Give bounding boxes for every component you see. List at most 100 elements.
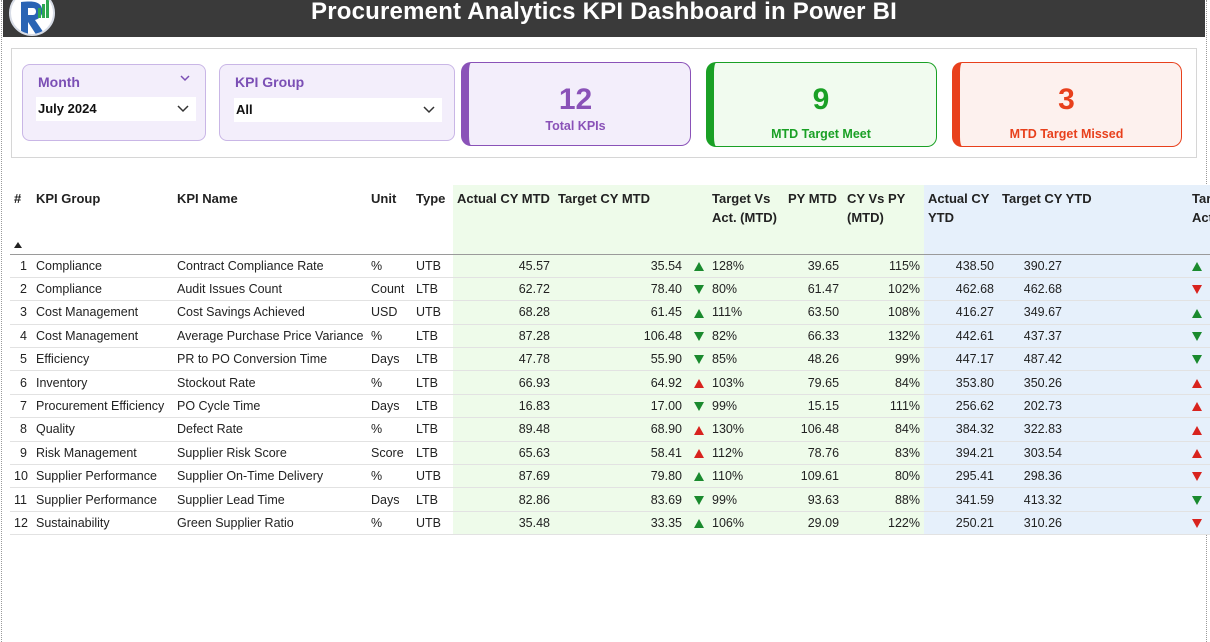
kpi-name-cell: Supplier Risk Score — [173, 441, 367, 466]
column-header-kpi-group[interactable]: KPI Group — [32, 185, 173, 255]
table-row[interactable]: 7 Procurement Efficiency PO Cycle Time Days… — [10, 394, 1210, 419]
total-kpis-label: Total KPIs — [545, 119, 606, 133]
kpi-name-cell: Supplier Lead Time — [173, 487, 367, 512]
table-row[interactable]: 4 Cost Management Average Purchase Price V… — [10, 324, 1210, 349]
kpi-group-slicer[interactable]: KPI Group All — [219, 64, 455, 141]
mtd-status-icon — [686, 370, 709, 395]
kpi-group-cell: Quality — [32, 417, 173, 442]
ytd-spacer — [1066, 417, 1189, 442]
chevron-down-icon[interactable] — [176, 102, 190, 116]
kpi-group-cell: Supplier Performance — [32, 464, 173, 489]
target-vs-act-ytd-cell: 127% — [1206, 394, 1210, 419]
target-cy-mtd-cell: 68.90 — [554, 417, 686, 442]
table-row[interactable]: 12 Sustainability Green Supplier Ratio% UTB… — [10, 511, 1210, 536]
ytd-spacer — [1066, 464, 1189, 489]
kpi-group-cell: Risk Management — [32, 441, 173, 466]
month-slicer-label: Month — [38, 74, 80, 90]
sort-ascending-icon[interactable] — [14, 241, 22, 248]
ytd-spacer — [1066, 324, 1189, 349]
month-value: July 2024 — [38, 101, 97, 116]
type-cell: UTB — [412, 300, 453, 325]
table-row[interactable]: 10 Supplier Performance Supplier On-Time D… — [10, 464, 1210, 489]
column-header-actual-cy-ytd[interactable]: Actual CY YTD — [924, 185, 999, 255]
ytd-spacer — [1066, 394, 1189, 419]
target-vs-act-mtd-cell: 82% — [708, 324, 785, 349]
triangle-down-green-icon — [694, 355, 705, 365]
table-row[interactable]: 2 Compliance Audit Issues Count Count LTB 62.… — [10, 277, 1210, 302]
kpi-name-cell: Cost Savings Achieved — [173, 300, 367, 325]
kpi-group-dropdown[interactable]: All — [234, 98, 442, 122]
chevron-down-icon[interactable] — [422, 103, 436, 117]
unit-cell: Days — [367, 394, 412, 419]
target-vs-act-ytd-cell: 100% — [1206, 277, 1210, 302]
target-cy-mtd-cell: 17.00 — [554, 394, 686, 419]
py-mtd-cell: 78.76 — [784, 441, 844, 466]
table-row[interactable]: 6 Inventory Stockout Rate% LTB 66.93 64.92 103… — [10, 370, 1210, 395]
column-header-unit[interactable]: Unit — [367, 185, 412, 255]
ytd-status-icon — [1188, 441, 1207, 466]
type-cell: LTB — [412, 370, 453, 395]
row-index: 1 — [10, 254, 32, 278]
column-header-target-vs-act-ytd[interactable]: Target Vs Act. (YTD) — [1188, 185, 1210, 255]
triangle-up-red-icon — [694, 378, 705, 388]
column-header-cy-vs-py-mtd[interactable]: CY Vs PY (MTD) — [843, 185, 925, 255]
target-cy-ytd-cell: 462.68 — [998, 277, 1067, 302]
table-row[interactable]: 11 Supplier Performance Supplier Lead Time… — [10, 487, 1210, 512]
target-vs-act-ytd-cell: 101% — [1206, 370, 1210, 395]
type-cell: LTB — [412, 417, 453, 442]
column-header-target-vs-act-mtd[interactable]: Target Vs Act. (MTD) — [708, 185, 785, 255]
column-header-target-cy-ytd[interactable]: Target CY YTD — [998, 185, 1189, 255]
collapse-chevron-icon[interactable] — [180, 73, 190, 83]
actual-cy-ytd-cell: 295.41 — [924, 464, 999, 489]
unit-cell: Days — [367, 487, 412, 512]
table-row[interactable]: 8 Quality Defect Rate% LTB 89.48 68.90 130% 106… — [10, 417, 1210, 442]
actual-cy-mtd-cell: 16.83 — [453, 394, 554, 419]
ytd-spacer — [1066, 300, 1189, 325]
actual-cy-ytd-cell: 341.59 — [924, 487, 999, 512]
kpi-group-cell: Cost Management — [32, 324, 173, 349]
table-row[interactable]: 1 Compliance Contract Compliance Rate% UTB 4… — [10, 254, 1210, 278]
py-mtd-cell: 109.61 — [784, 464, 844, 489]
type-cell: LTB — [412, 347, 453, 372]
actual-cy-mtd-cell: 35.48 — [453, 511, 554, 536]
table-row[interactable]: 5 Efficiency PR to PO Conversion Time Days L… — [10, 347, 1210, 372]
kpi-name-cell: Defect Rate — [173, 417, 367, 442]
target-vs-act-mtd-cell: 103% — [708, 370, 785, 395]
target-cy-ytd-cell: 437.37 — [998, 324, 1067, 349]
column-header-index[interactable]: # — [10, 185, 32, 255]
column-header-target-cy-mtd[interactable]: Target CY MTD — [554, 185, 709, 255]
unit-cell: USD — [367, 300, 412, 325]
triangle-up-red-icon — [1192, 425, 1203, 435]
column-header-py-mtd[interactable]: PY MTD — [784, 185, 844, 255]
kpi-name-cell: Contract Compliance Rate — [173, 254, 367, 278]
cy-vs-py-mtd-cell: 84% — [843, 417, 925, 442]
month-slicer[interactable]: Month July 2024 — [22, 64, 206, 141]
target-cy-mtd-cell: 33.35 — [554, 511, 686, 536]
column-header-kpi-name[interactable]: KPI Name — [173, 185, 367, 255]
triangle-up-red-icon — [694, 449, 705, 459]
target-vs-act-mtd-cell: 111% — [708, 300, 785, 325]
type-cell: LTB — [412, 277, 453, 302]
triangle-down-red-icon — [1192, 519, 1203, 529]
month-dropdown[interactable]: July 2024 — [36, 97, 196, 121]
actual-cy-ytd-cell: 462.68 — [924, 277, 999, 302]
row-index: 9 — [10, 441, 32, 466]
ytd-status-icon — [1188, 300, 1207, 325]
target-cy-ytd-cell: 390.27 — [998, 254, 1067, 278]
table-row[interactable]: 3 Cost Management Cost Savings Achieved USD… — [10, 300, 1210, 325]
column-header-actual-cy-mtd[interactable]: Actual CY MTD — [453, 185, 554, 255]
kpi-group-cell: Supplier Performance — [32, 487, 173, 512]
table-row[interactable]: 9 Risk Management Supplier Risk Score Score… — [10, 441, 1210, 466]
kpi-name-cell: PR to PO Conversion Time — [173, 347, 367, 372]
target-cy-mtd-cell: 55.90 — [554, 347, 686, 372]
py-mtd-cell: 93.63 — [784, 487, 844, 512]
kpi-group-slicer-label: KPI Group — [235, 74, 305, 90]
column-header-type[interactable]: Type — [412, 185, 453, 255]
ytd-spacer — [1066, 370, 1189, 395]
type-cell: UTB — [412, 254, 453, 278]
kpi-group-cell: Inventory — [32, 370, 173, 395]
mtd-status-icon — [686, 441, 709, 466]
target-cy-mtd-cell: 78.40 — [554, 277, 686, 302]
ytd-status-icon — [1188, 370, 1207, 395]
triangle-up-red-icon — [1192, 378, 1203, 388]
